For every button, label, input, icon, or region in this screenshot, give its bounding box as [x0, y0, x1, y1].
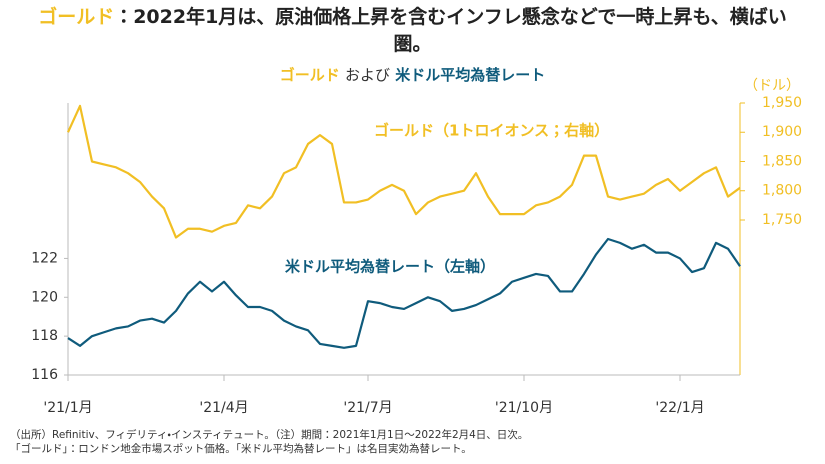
- line-series: [67, 237, 741, 349]
- x-tick-label: '21/1月: [43, 400, 92, 416]
- x-tick-label: '21/10月: [495, 400, 553, 416]
- y2-tick-label: 1,900: [762, 124, 802, 140]
- title-part: ゴールド: [38, 6, 115, 28]
- y-tick-label: 120: [31, 289, 58, 305]
- x-tick-label: '21/7月: [343, 400, 392, 416]
- title-part: ：2022年1月は、原油価格上昇を含むインフレ懸念などで一時上昇も、横ばい圏。: [114, 6, 787, 55]
- y2-tick-label: 1,850: [762, 153, 802, 169]
- chart-title: ゴールド：2022年1月は、原油価格上昇を含むインフレ懸念などで一時上昇も、横ば…: [20, 4, 805, 58]
- y-tick-label: 122: [31, 250, 58, 266]
- y2-tick-label: 1,950: [762, 95, 802, 111]
- chart: （ドル） 116 118 120 122 1,750 1,800 1,850 1,900 1,9…: [31, 78, 802, 416]
- y2-tick-label: 1,800: [762, 183, 802, 199]
- subtitle-part: ゴールド: [279, 66, 340, 84]
- footnotes: （出所）Refinitiv、フィデリティ・インスティテュート。（注）期間：202…: [10, 428, 528, 456]
- x-tick-label: '21/4月: [199, 400, 248, 416]
- line-series: [66, 104, 741, 239]
- footnote: 「ゴールド」：ロンドン地金市場スポット価格。「米ドル平均為替レート」は名目実効為…: [10, 443, 472, 455]
- legend-label: 米ドル平均為替レート（左軸）: [285, 258, 495, 276]
- chart-subtitle: ゴールド および 米ドル平均為替レート: [0, 64, 825, 85]
- y-tick-label: 118: [31, 328, 58, 344]
- x-tick-label: '22/1月: [655, 400, 704, 416]
- y2-tick-label: 1,750: [762, 212, 802, 228]
- footnote: （出所）Refinitiv、フィデリティ・インスティテュート。（注）期間：202…: [10, 429, 529, 441]
- subtitle-part: および: [344, 66, 390, 84]
- y-tick-label: 116: [31, 367, 58, 383]
- legend-label: ゴールド（1トロイオンス；右軸）: [374, 122, 609, 140]
- subtitle-part: 米ドル平均為替レート: [395, 66, 546, 84]
- y2-unit: （ドル）: [744, 78, 800, 94]
